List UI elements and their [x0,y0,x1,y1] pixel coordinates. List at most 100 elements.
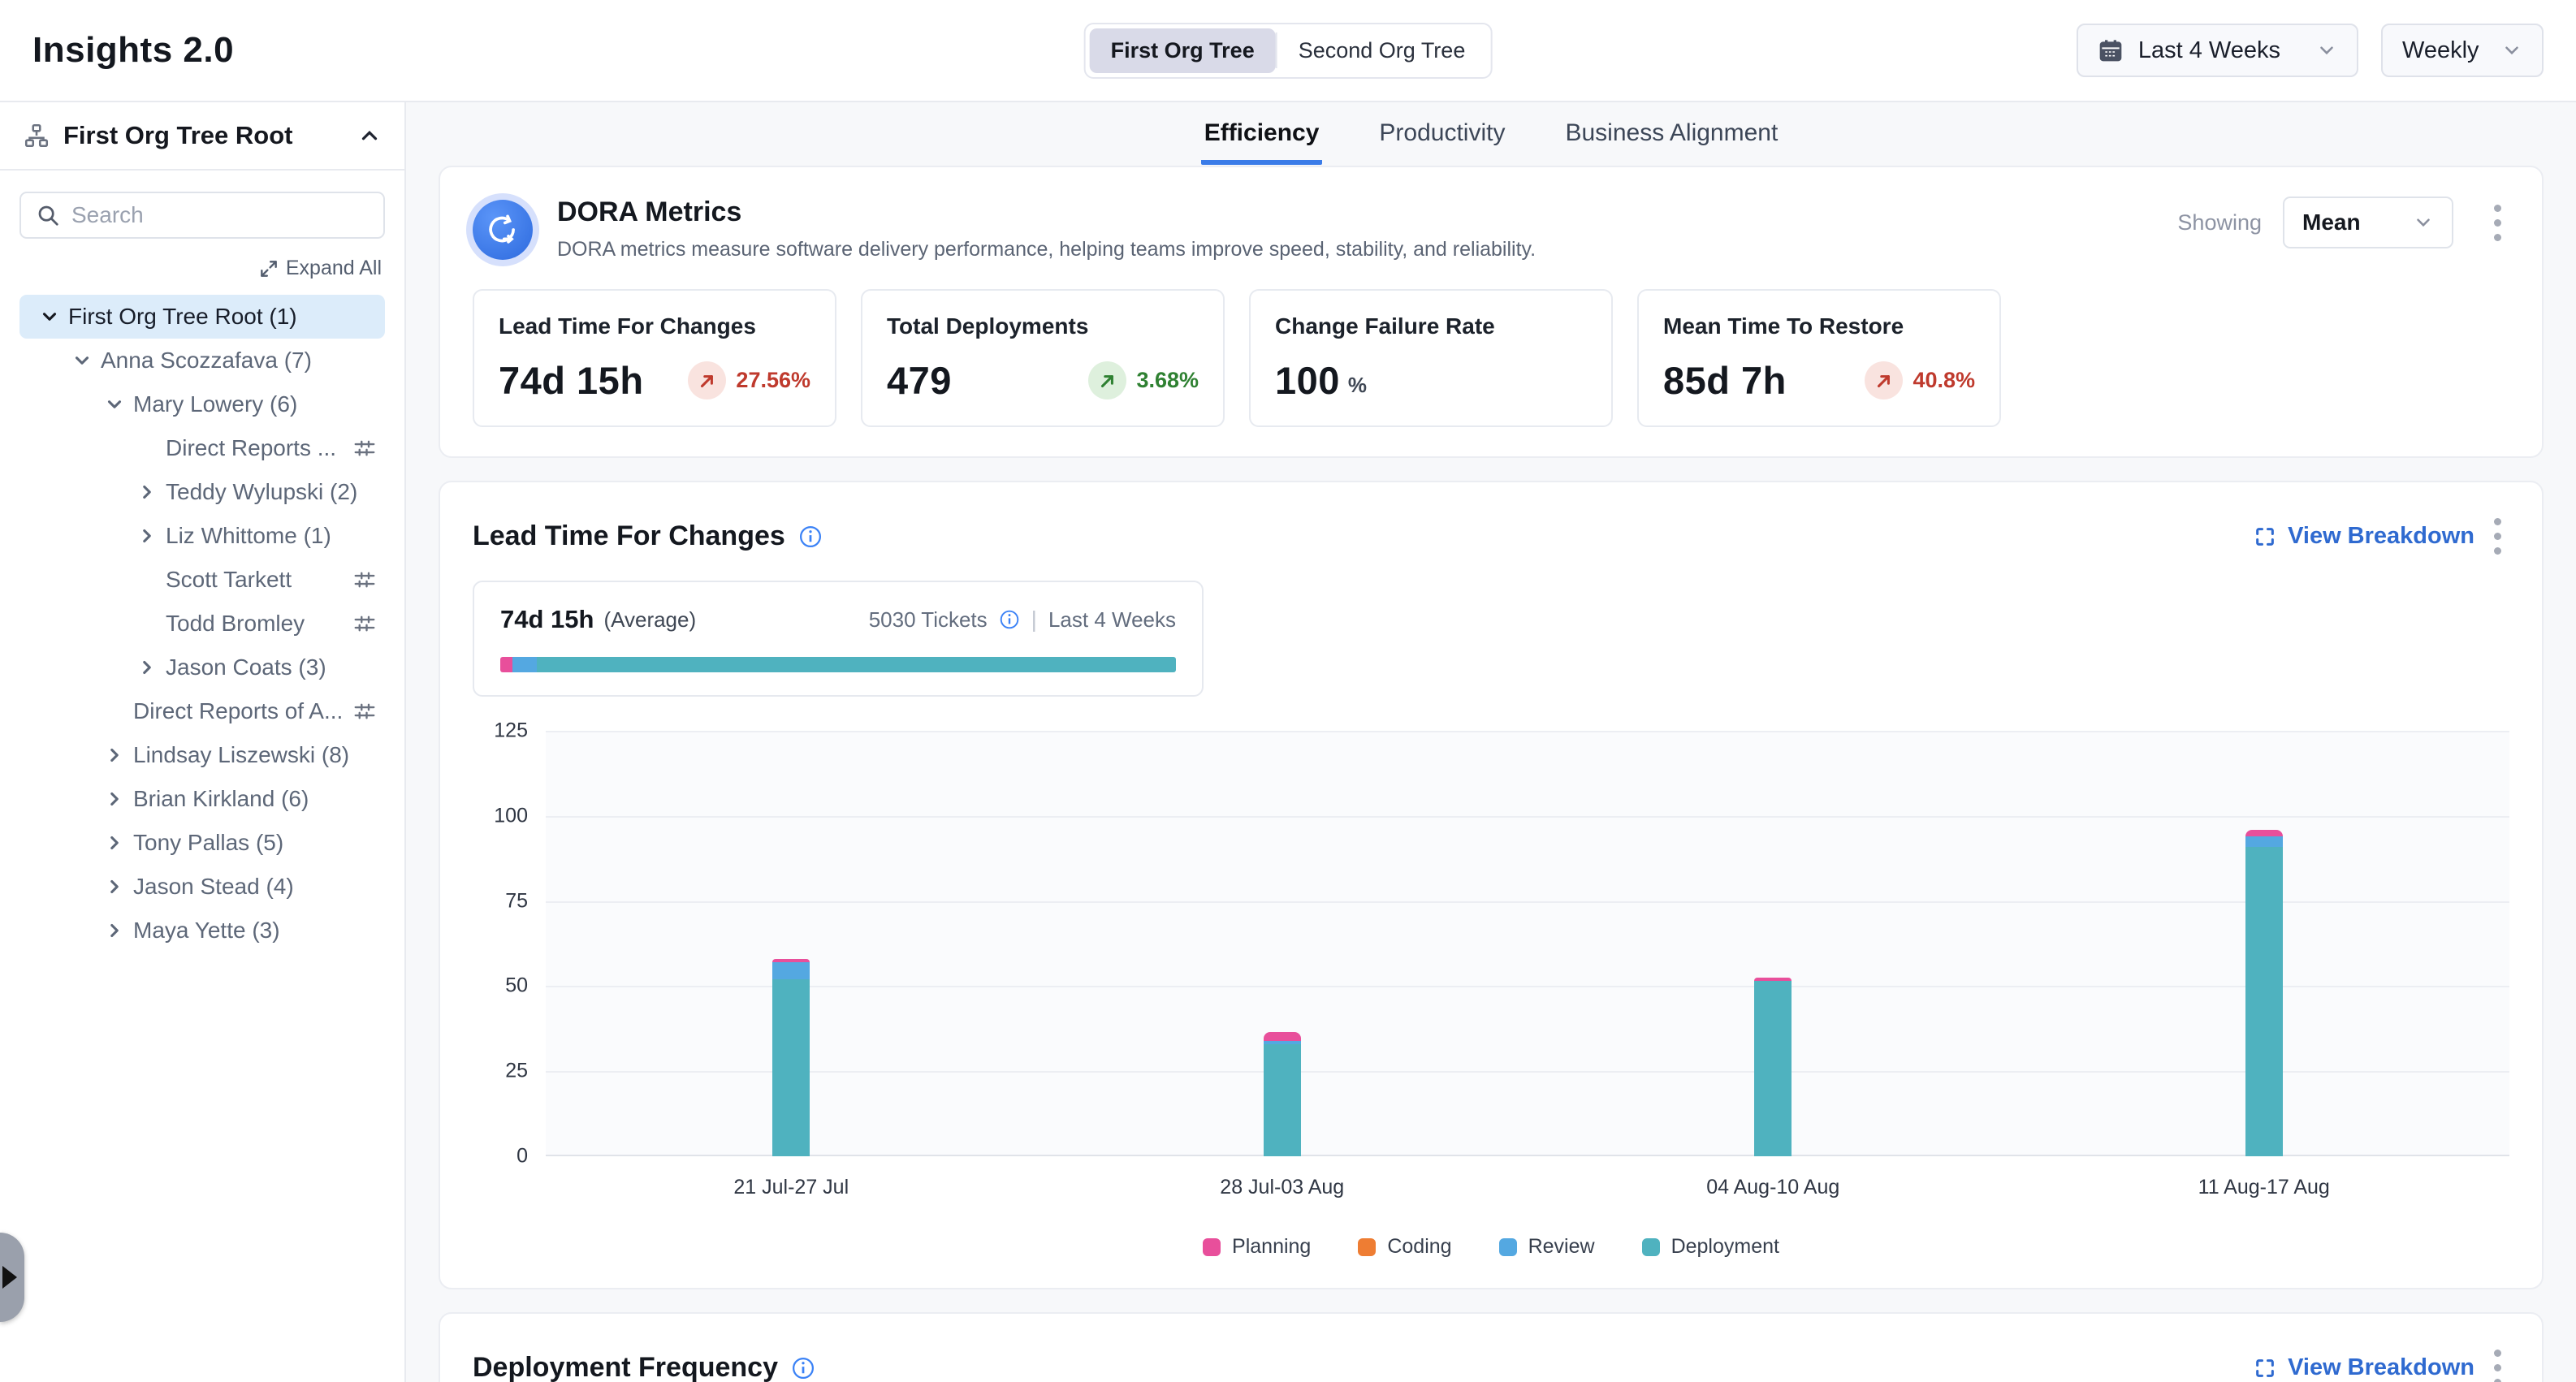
dora-kebab-menu[interactable] [2486,198,2509,248]
tree-item[interactable]: Mary Lowery (6) [19,382,385,426]
showing-select[interactable]: Mean [2283,197,2453,248]
tree-item[interactable]: Lindsay Liszewski (8) [19,733,385,777]
toggle-first-org-tree[interactable]: First Org Tree [1090,28,1276,73]
tree-item-label: Todd Bromley [166,611,305,637]
summary-range: Last 4 Weeks [1048,607,1176,633]
chevron-down-icon [2501,40,2522,61]
y-axis: 0255075100125 [473,731,546,1156]
tab-efficiency[interactable]: Efficiency [1201,103,1323,165]
sidebar-collapse-handle[interactable] [0,1233,24,1322]
tree-item[interactable]: First Org Tree Root (1) [19,295,385,339]
phase-distribution-bar [500,657,1176,672]
filter-sliders-icon[interactable] [352,611,377,636]
legend-item-deployment[interactable]: Deployment [1642,1235,1779,1259]
org-tree: First Org Tree Root (1) Anna Scozzafava (… [19,295,385,952]
tab-productivity[interactable]: Productivity [1376,103,1508,165]
tree-item-label: Anna Scozzafava (7) [101,348,312,374]
tree-item[interactable]: Todd Bromley [19,602,385,646]
view-breakdown-label: View Breakdown [2288,1354,2474,1381]
chevron-right-icon[interactable] [104,832,133,853]
legend-label: Review [1528,1235,1595,1259]
search-input[interactable] [71,202,369,228]
stacked-bar[interactable] [1264,1032,1301,1156]
chart-column [2019,731,2510,1156]
chevron-right-icon[interactable] [104,876,133,897]
chevron-right-icon[interactable] [136,525,166,546]
summary-tickets: 5030 Tickets [869,607,988,633]
deployment-frequency-title: Deployment Frequency [473,1352,778,1382]
metric-label: Change Failure Rate [1275,313,1587,339]
filter-sliders-icon[interactable] [352,568,377,592]
tree-item[interactable]: Maya Yette (3) [19,909,385,952]
filter-sliders-icon[interactable] [352,699,377,723]
dora-metrics-card: DORA Metrics DORA metrics measure softwa… [439,166,2544,458]
legend-item-coding[interactable]: Coding [1358,1235,1451,1259]
toggle-second-org-tree[interactable]: Second Org Tree [1277,28,1487,73]
tree-item[interactable]: Jason Stead (4) [19,865,385,909]
lead-time-kebab-menu[interactable] [2486,512,2509,561]
stacked-bar[interactable] [772,959,810,1156]
info-icon[interactable] [791,1356,815,1380]
chevron-right-icon[interactable] [104,745,133,766]
chevron-right-icon[interactable] [104,920,133,941]
date-range-select[interactable]: Last 4 Weeks [2077,24,2358,77]
chevron-right-icon[interactable] [136,657,166,678]
y-tick-label: 0 [516,1145,528,1168]
trend-arrow-icon [1865,361,1903,399]
legend-label: Deployment [1671,1235,1779,1259]
view-breakdown-link[interactable]: View Breakdown [2254,1354,2474,1381]
stacked-bar[interactable] [1754,978,1792,1156]
metric-card: Change Failure Rate100% [1249,289,1613,427]
stacked-bar[interactable] [2245,830,2283,1156]
expand-all-button[interactable]: Expand All [258,257,382,280]
tree-item[interactable]: Teddy Wylupski (2) [19,470,385,514]
chevron-right-icon[interactable] [104,788,133,810]
tab-business-alignment[interactable]: Business Alignment [1562,103,1781,165]
chevron-down-icon[interactable] [39,306,68,327]
tree-item[interactable]: Anna Scozzafava (7) [19,339,385,382]
bar-segment-review [772,962,810,979]
granularity-select[interactable]: Weekly [2381,24,2544,77]
lead-time-chart: 0255075100125 [473,731,2509,1156]
metric-card: Total Deployments4793.68% [861,289,1225,427]
chevron-right-icon[interactable] [136,482,166,503]
bar-segment-planning [1264,1032,1301,1040]
chart-column [546,731,1037,1156]
tree-item[interactable]: Tony Pallas (5) [19,821,385,865]
bar-segment-deployment [1264,1044,1301,1156]
lead-time-summary-card: 74d 15h (Average) 5030 Tickets | Last 4 … [473,581,1204,697]
tree-item[interactable]: Scott Tarkett [19,558,385,602]
bar-segment-deployment [2245,847,2283,1156]
tree-item-label: Maya Yette (3) [133,918,280,944]
metric-value: 100 [1275,358,1340,403]
tree-item[interactable]: Brian Kirkland (6) [19,777,385,821]
tree-item[interactable]: Direct Reports of A... [19,689,385,733]
tree-item[interactable]: Direct Reports ... [19,426,385,470]
trend-percentage: 3.68% [1136,368,1199,393]
dora-cycle-icon [473,200,533,260]
chevron-up-icon[interactable] [357,123,382,148]
summary-qualifier: (Average) [603,607,696,633]
chevron-down-icon[interactable] [104,394,133,415]
filter-sliders-icon[interactable] [352,436,377,460]
phase-segment-review [512,657,537,672]
legend-item-planning[interactable]: Planning [1203,1235,1311,1259]
metric-label: Mean Time To Restore [1663,313,1975,339]
info-icon[interactable] [999,609,1020,630]
deployment-frequency-kebab-menu[interactable] [2486,1343,2509,1382]
tree-item-label: Teddy Wylupski (2) [166,479,357,505]
sidebar-search [19,192,385,239]
tree-item-label: Liz Whittome (1) [166,523,331,549]
view-breakdown-link[interactable]: View Breakdown [2254,523,2474,550]
tree-item-label: First Org Tree Root (1) [68,304,297,330]
metric-value-row: 74d 15h27.56% [499,358,810,403]
sidebar-header[interactable]: First Org Tree Root [0,102,404,171]
legend-item-review[interactable]: Review [1499,1235,1595,1259]
chevron-down-icon[interactable] [71,350,101,371]
tree-item[interactable]: Jason Coats (3) [19,646,385,689]
tree-item[interactable]: Liz Whittome (1) [19,514,385,558]
trend-badge: 27.56% [688,361,810,399]
expand-corners-icon [2254,1357,2276,1380]
info-icon[interactable] [798,525,823,549]
metric-label: Lead Time For Changes [499,313,810,339]
